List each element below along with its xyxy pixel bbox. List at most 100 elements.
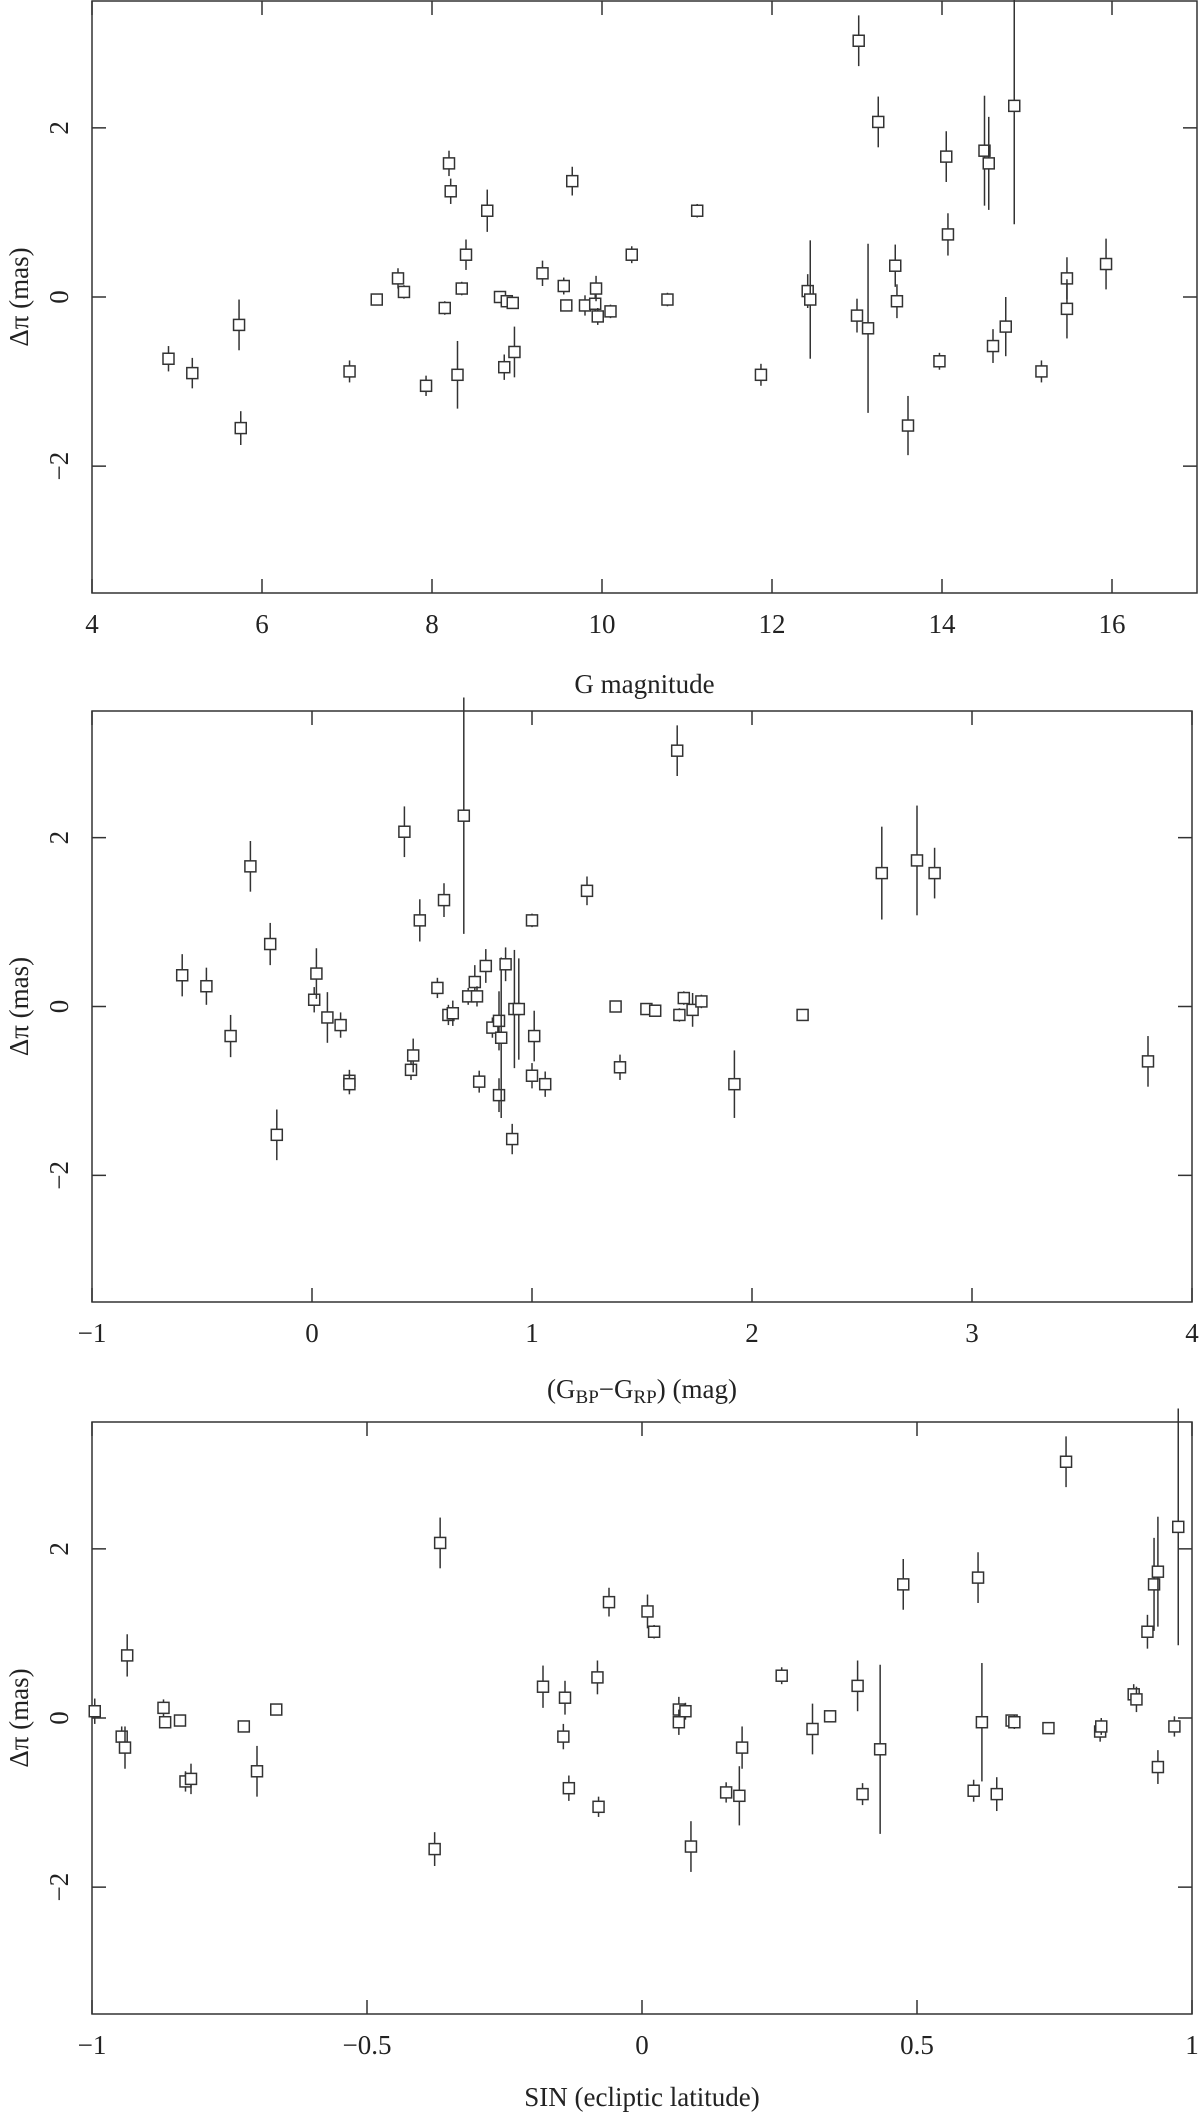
marker — [1130, 1693, 1143, 1706]
marker — [592, 1800, 605, 1814]
marker — [310, 967, 323, 980]
marker — [856, 1787, 869, 1801]
marker — [451, 368, 464, 382]
marker — [647, 1625, 661, 1638]
marker — [175, 969, 189, 982]
marker — [455, 282, 468, 295]
marker — [604, 305, 617, 318]
marker — [613, 1061, 627, 1074]
marker — [557, 1730, 570, 1743]
marker — [695, 995, 708, 1008]
marker — [321, 1011, 334, 1024]
marker — [492, 1088, 506, 1102]
panel: −1 0 1 2 3 4 −2 0 2 Δπ (mas) (GBP−GRP) (mag) — [4, 697, 1199, 1408]
marker — [1168, 1720, 1181, 1733]
marker — [591, 1671, 604, 1684]
marker — [967, 1784, 980, 1797]
marker — [933, 355, 946, 368]
x-axis-label: (GBP−GRP) (mag) — [547, 1374, 737, 1408]
marker — [1147, 1578, 1161, 1591]
marker — [588, 297, 602, 311]
marker — [428, 1842, 441, 1856]
marker — [184, 1772, 198, 1786]
marker — [719, 1786, 733, 1799]
marker — [679, 1704, 692, 1718]
marker — [982, 157, 995, 170]
marker — [391, 272, 405, 285]
marker — [527, 1029, 541, 1043]
marker — [1172, 1520, 1185, 1534]
y-tick-label: −2 — [44, 1161, 74, 1190]
marker — [580, 884, 594, 898]
marker — [560, 299, 573, 312]
marker — [506, 296, 519, 310]
marker — [686, 1003, 699, 1017]
marker — [589, 282, 603, 295]
marker — [494, 1031, 508, 1044]
x-tick-label: 10 — [589, 609, 616, 639]
marker — [398, 825, 411, 838]
marker — [334, 1018, 347, 1032]
x-tick-label: 1 — [525, 1318, 539, 1348]
marker — [986, 339, 1000, 353]
marker — [486, 1021, 499, 1034]
marker — [672, 1715, 686, 1729]
marker — [625, 248, 638, 261]
marker — [897, 1578, 910, 1591]
marker — [823, 1710, 837, 1723]
marker — [684, 1840, 698, 1853]
x-axis-label-part: RP — [634, 1387, 657, 1408]
marker — [234, 421, 247, 435]
x-tick-label: 4 — [1185, 1318, 1199, 1348]
marker — [406, 1049, 420, 1062]
marker — [263, 937, 277, 951]
marker — [442, 157, 456, 170]
marker — [796, 1008, 809, 1022]
x-tick-label: 1 — [1185, 2030, 1199, 2060]
marker — [1151, 1760, 1165, 1774]
marker — [413, 914, 427, 927]
marker — [343, 365, 356, 378]
marker — [538, 1077, 552, 1091]
marker — [438, 301, 451, 315]
x-tick-label: 0 — [635, 2030, 649, 2060]
marker — [508, 345, 521, 359]
x-axis-label-part: BP — [576, 1387, 599, 1408]
marker — [648, 1004, 662, 1017]
y-tick-label: 2 — [44, 831, 74, 845]
marker — [481, 204, 494, 217]
marker — [1151, 1565, 1165, 1578]
marker — [499, 958, 512, 971]
x-axis-label-part: −G — [599, 1374, 634, 1404]
marker — [232, 318, 246, 332]
marker — [479, 959, 493, 973]
marker — [557, 279, 570, 293]
x-tick-label: 3 — [965, 1318, 979, 1348]
marker — [677, 991, 691, 1005]
marker — [307, 993, 321, 1006]
marker — [940, 150, 953, 163]
marker — [536, 1680, 550, 1693]
marker — [978, 144, 991, 157]
marker — [270, 1128, 284, 1142]
x-tick-label: 4 — [85, 609, 99, 639]
y-tick-label: 2 — [44, 1542, 74, 1556]
marker — [971, 1571, 985, 1584]
marker — [88, 1704, 101, 1718]
marker — [641, 1605, 654, 1618]
marker — [186, 366, 199, 380]
marker — [525, 914, 539, 927]
marker — [1095, 1720, 1108, 1733]
marker — [591, 310, 604, 323]
marker — [558, 1691, 572, 1704]
marker — [343, 1077, 356, 1091]
y-axis-label: Δπ (mas) — [4, 957, 34, 1056]
marker — [120, 1649, 134, 1662]
marker — [1141, 1625, 1154, 1638]
marker — [941, 228, 955, 241]
marker — [270, 1703, 283, 1716]
y-tick-label: −2 — [44, 452, 74, 481]
marker — [1060, 302, 1074, 316]
y-axis-label: Δπ (mas) — [4, 247, 34, 346]
